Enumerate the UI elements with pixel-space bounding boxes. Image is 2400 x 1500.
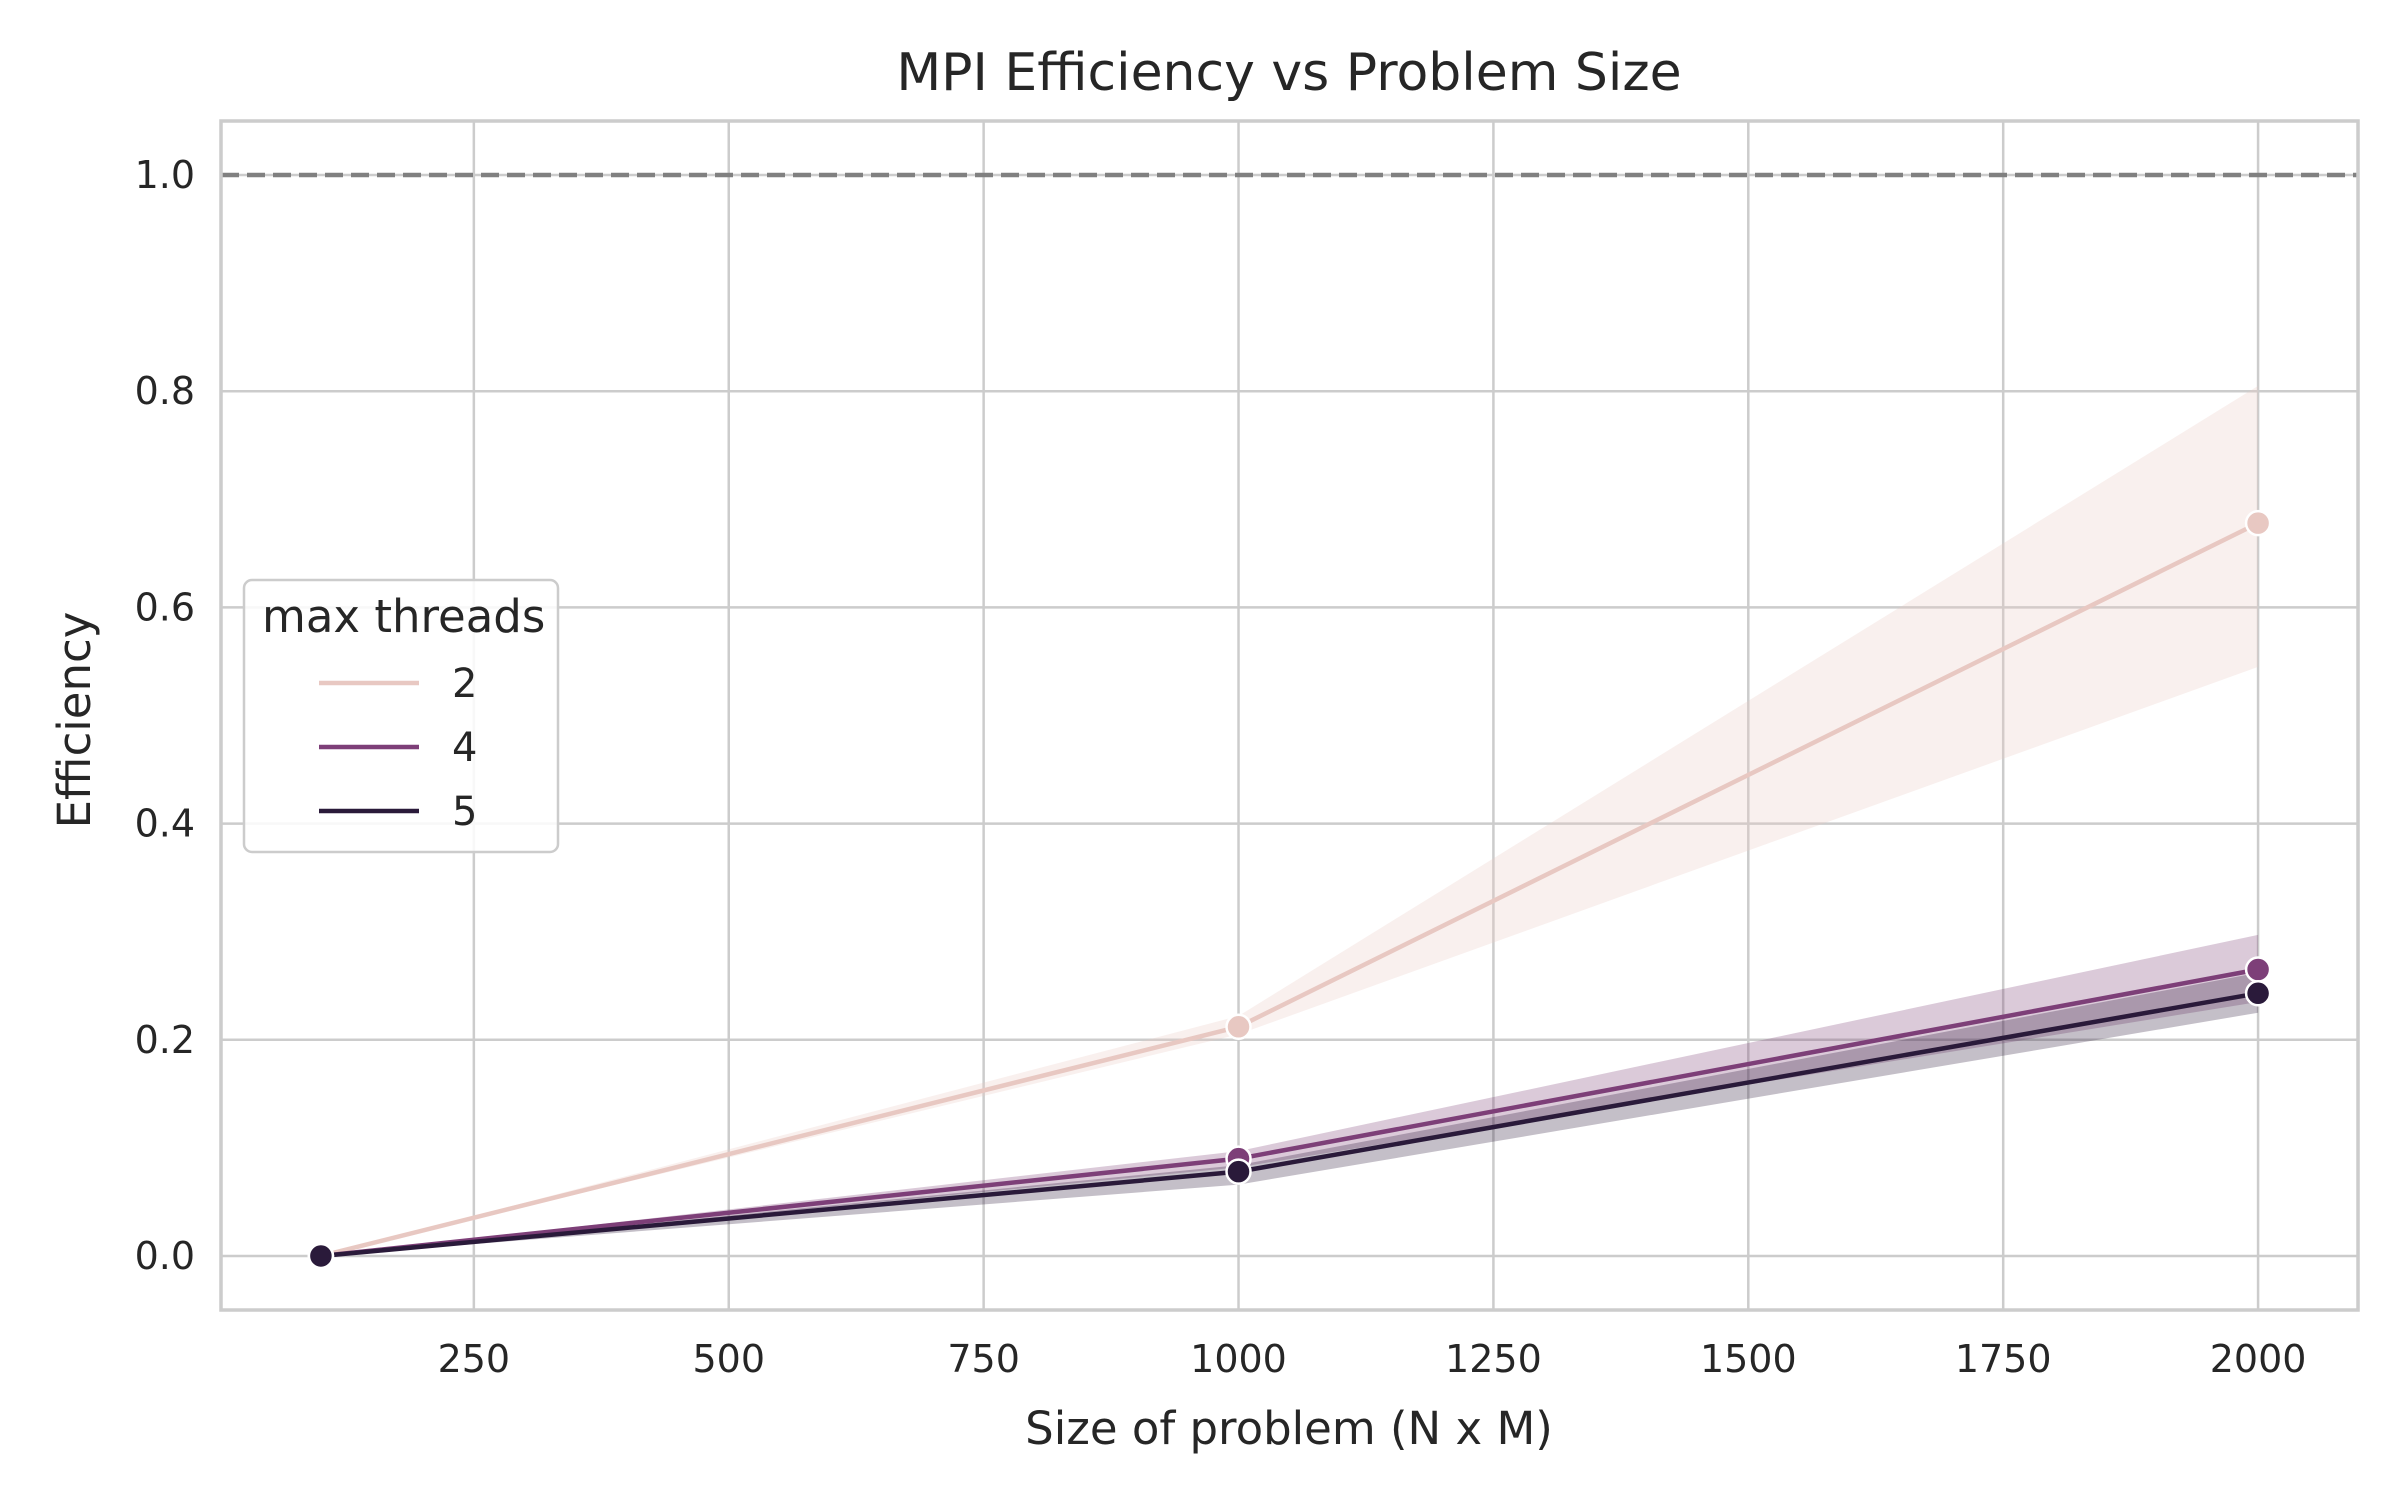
legend: max threads 2 4 5 (242, 578, 560, 854)
x-tick-label: 1500 (1700, 1337, 1797, 1381)
x-tick-label: 500 (692, 1337, 765, 1381)
x-axis-title: Size of problem (N x M) (1025, 1402, 1553, 1455)
point-series-2 (1225, 1013, 1252, 1041)
x-tick-label: 1000 (1190, 1337, 1287, 1381)
plot-frame (219, 119, 2360, 1312)
plot-background (221, 121, 2358, 1310)
x-tick-label: 250 (438, 1337, 511, 1381)
x-tick-label: 1750 (1955, 1337, 2052, 1381)
point-series-2 (2244, 509, 2272, 537)
legend-title: max threads (262, 590, 545, 643)
y-tick-label: 0.2 (135, 1018, 195, 1062)
legend-label-series-4: 4 (452, 725, 477, 771)
point-series-5 (1225, 1158, 1252, 1185)
x-tick-label: 750 (947, 1337, 1020, 1381)
chart-title: MPI Efficiency vs Problem Size (896, 43, 1681, 103)
point-series-5 (2244, 980, 2272, 1007)
legend-box (242, 578, 560, 854)
y-tick-label: 0.0 (135, 1234, 195, 1278)
y-tick-label: 1.0 (135, 153, 195, 197)
y-tick-label: 0.4 (135, 802, 195, 846)
point-series-4 (2244, 956, 2272, 983)
y-axis-title: Efficiency (48, 612, 101, 829)
y-tick-label: 0.8 (135, 369, 195, 413)
plot-area: 250 500 750 1000 1250 1500 1750 2000 0.0 0.2 0.4 0.… (135, 119, 2360, 1381)
point-series-5 (307, 1242, 335, 1270)
x-tick-label: 2000 (2210, 1337, 2307, 1381)
y-tick-label: 0.6 (135, 585, 195, 629)
legend-label-series-2: 2 (452, 661, 477, 707)
x-tick-label: 1250 (1445, 1337, 1542, 1381)
legend-label-series-5: 5 (452, 789, 477, 835)
